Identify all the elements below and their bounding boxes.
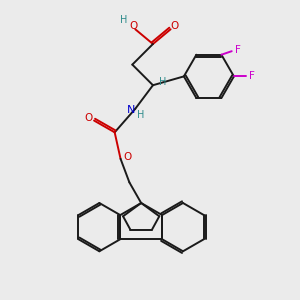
Text: F: F	[235, 45, 241, 55]
Text: O: O	[84, 112, 92, 123]
Text: H: H	[137, 110, 145, 120]
Text: H: H	[159, 77, 166, 87]
Text: F: F	[249, 71, 254, 81]
Text: O: O	[130, 21, 138, 31]
Text: H: H	[120, 15, 128, 25]
Text: O: O	[170, 21, 178, 31]
Text: N: N	[127, 105, 135, 115]
Text: O: O	[124, 152, 132, 162]
